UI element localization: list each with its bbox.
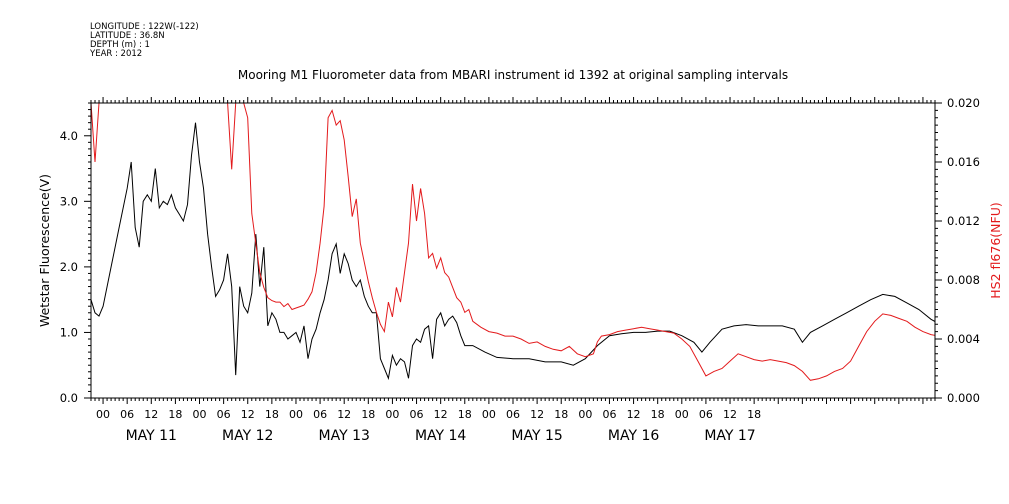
axes-layer: 00 06 12 18 00 06 12 18 00 06 12 18 00 06 12 18 00 06 12 18…	[37, 96, 1003, 444]
y-left-tick-label: 1.0	[60, 325, 78, 339]
x-day-label: MAY 17	[704, 428, 755, 444]
x-hour-label: 06	[120, 408, 134, 421]
y-right-tick-label: 0.004	[947, 332, 980, 346]
x-hour-label: 00	[482, 408, 496, 421]
x-hour-label: 18	[361, 408, 375, 421]
series-line-hs2	[91, 103, 935, 381]
x-day-label: MAY 15	[511, 428, 562, 444]
x-day-label: MAY 14	[415, 428, 466, 444]
x-hour-label: 12	[434, 408, 448, 421]
x-hour-label: 06	[410, 408, 424, 421]
x-hour-label: 00	[578, 408, 592, 421]
y-right-tick-label: 0.008	[947, 273, 980, 287]
y-right-tick-label: 0.016	[947, 155, 980, 169]
y-right-axis-title: HS2 fl676(NFU)	[988, 202, 1003, 298]
x-hour-label: 06	[217, 408, 231, 421]
series-layer	[91, 103, 935, 381]
y-left-tick-label: 4.0	[60, 129, 78, 143]
y-left-tick-label: 3.0	[60, 194, 78, 208]
x-hour-label: 00	[193, 408, 207, 421]
x-hour-label: 12	[723, 408, 737, 421]
x-hour-label: 06	[313, 408, 327, 421]
metadata-line: LATITUDE : 36.8N	[90, 31, 165, 41]
x-hour-label: 00	[289, 408, 303, 421]
y-right-tick-label: 0.000	[947, 391, 980, 405]
metadata-block: LONGITUDE : 122W(-122)LATITUDE : 36.8NDE…	[89, 22, 199, 59]
x-hour-label: 06	[602, 408, 616, 421]
y-right-tick-label: 0.020	[947, 96, 980, 110]
x-hour-label: 18	[651, 408, 665, 421]
x-day-label: MAY 16	[608, 428, 659, 444]
x-hour-label: 18	[168, 408, 182, 421]
x-hour-label: 12	[627, 408, 641, 421]
y-left-axis-title: Wetstar Fluorescence(V)	[37, 174, 52, 327]
y-left-tick-label: 0.0	[60, 391, 78, 405]
x-hour-label: 00	[675, 408, 689, 421]
x-hour-label: 18	[458, 408, 472, 421]
x-hour-label: 00	[385, 408, 399, 421]
x-hour-label: 18	[265, 408, 279, 421]
x-hour-label: 12	[530, 408, 544, 421]
series-line-wetstar	[91, 122, 935, 381]
y-right-tick-label: 0.012	[947, 214, 980, 228]
metadata-line: LONGITUDE : 122W(-122)	[90, 22, 199, 32]
x-hour-label: 00	[96, 408, 110, 421]
x-hour-label: 12	[241, 408, 255, 421]
plot-frame	[90, 102, 936, 399]
x-hour-label: 06	[506, 408, 520, 421]
metadata-line: DEPTH (m) : 1	[90, 40, 150, 50]
x-hour-label: 18	[747, 408, 761, 421]
x-hour-label: 12	[144, 408, 158, 421]
metadata-line: YEAR : 2012	[89, 49, 142, 59]
x-hour-label: 06	[699, 408, 713, 421]
x-day-label: MAY 11	[126, 428, 177, 444]
x-hour-label: 12	[337, 408, 351, 421]
x-day-label: MAY 12	[222, 428, 273, 444]
y-left-tick-label: 2.0	[60, 260, 78, 274]
x-hour-label: 18	[554, 408, 568, 421]
chart-title: Mooring M1 Fluorometer data from MBARI i…	[238, 68, 788, 82]
x-day-label: MAY 13	[319, 428, 370, 444]
